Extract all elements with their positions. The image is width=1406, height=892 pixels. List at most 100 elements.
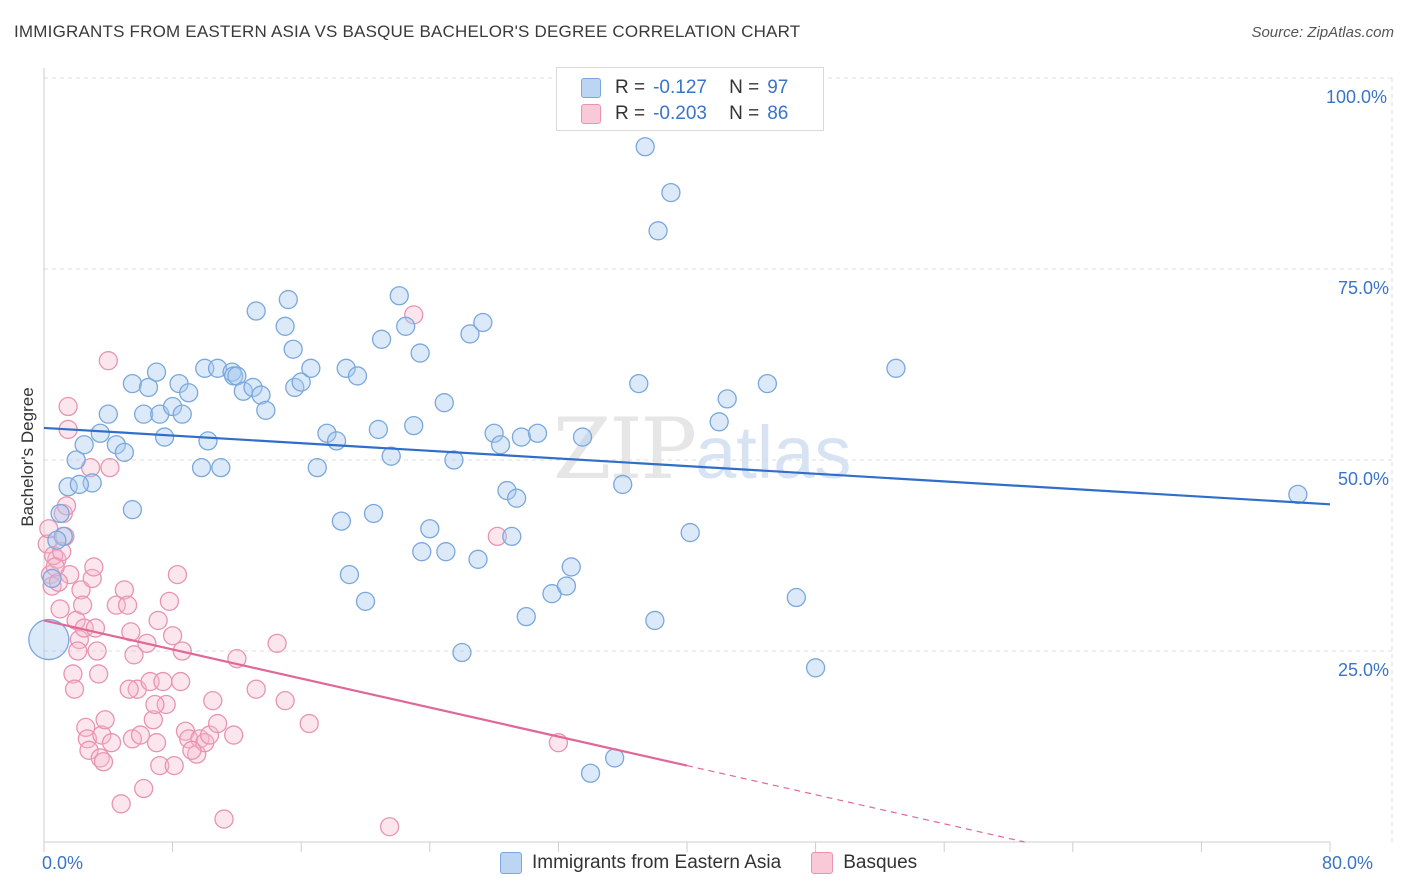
eastern-asia-point (648, 221, 668, 241)
eastern-asia-trend-line (43, 426, 1331, 506)
eastern-asia-point (389, 286, 409, 306)
eastern-asia-point (207, 358, 228, 378)
chart-source: Source: ZipAtlas.com (1251, 24, 1394, 41)
eastern-asia-point (490, 435, 511, 455)
legend-r-value: -0.203 (653, 103, 707, 124)
eastern-asia-point (98, 404, 118, 424)
eastern-asia-point (251, 385, 271, 405)
eastern-asia-point (42, 568, 62, 589)
basques-point (143, 710, 163, 730)
eastern-asia-point (381, 446, 401, 466)
legend-r-value: -0.127 (653, 77, 707, 98)
basques-point (95, 710, 115, 730)
basques-point (130, 725, 151, 745)
eastern-asia-point (527, 423, 548, 443)
eastern-asia-point (709, 412, 729, 432)
eastern-asia-point (283, 339, 303, 359)
eastern-asia-point (1288, 484, 1308, 505)
legend-n-value: 97 (767, 77, 789, 98)
eastern-asia-point (275, 316, 295, 336)
basques-point (207, 713, 228, 734)
watermark: ZIPatlas (553, 400, 851, 498)
legend-r-label: R = (615, 103, 646, 124)
eastern-asia-point (410, 343, 430, 363)
eastern-asia-point (484, 423, 504, 443)
axes (43, 68, 1331, 852)
trend-lines (43, 426, 1331, 843)
basques-point (156, 694, 176, 715)
eastern-asia-point (805, 658, 826, 678)
eastern-asia-point (336, 358, 356, 378)
bottom-legend-swatch-pink (811, 852, 834, 874)
eastern-asia-point (473, 312, 493, 333)
eastern-asia-point (661, 182, 681, 203)
basques-point (145, 694, 165, 715)
eastern-asia-point (572, 427, 593, 447)
eastern-asia-point (506, 488, 527, 508)
eastern-asia-point (460, 324, 480, 344)
bottom-legend-eastern-asia: Immigrants from Eastern Asia (500, 852, 781, 874)
basques-point (89, 664, 109, 684)
basques-point (167, 564, 188, 585)
basques-point (267, 633, 287, 654)
eastern-asia-point (468, 549, 488, 569)
eastern-asia-point (301, 358, 321, 378)
eastern-asia-point (680, 522, 700, 543)
legend-n-label: N = (729, 77, 760, 98)
basques-point (117, 595, 138, 615)
basques-trend-line-dashed (686, 765, 1025, 843)
eastern-asia-point (243, 377, 263, 398)
eastern-asia-point (162, 396, 183, 417)
eastern-asia-point (516, 606, 536, 627)
eastern-asia-point (363, 503, 384, 524)
eastern-asia-point (396, 316, 416, 336)
eastern-asia-point (444, 450, 464, 470)
basques-point (64, 679, 85, 699)
basques-point (246, 679, 266, 699)
eastern-asia-point (502, 526, 522, 547)
basques-point (275, 691, 295, 711)
basques-point (98, 351, 118, 371)
eastern-asia-point (645, 610, 665, 631)
basques-point (179, 729, 199, 749)
eastern-asia-point (90, 423, 110, 443)
eastern-asia-point (556, 576, 577, 596)
eastern-asia-point (786, 587, 806, 608)
basques-point (84, 557, 104, 577)
y-axis-label: Bachelor's Degree (18, 387, 37, 527)
eastern-asia-point (331, 511, 352, 531)
eastern-asia-point (404, 415, 424, 436)
eastern-asia-point (47, 530, 67, 550)
watermark-zip: ZIP (553, 400, 697, 498)
x-axis-min-label: 0.0% (42, 853, 84, 873)
eastern-asia-point (28, 618, 70, 661)
basques-point (93, 752, 114, 772)
bottom-legend-swatch-blue (500, 852, 522, 874)
eastern-asia-point (211, 457, 231, 478)
eastern-asia-point (246, 301, 266, 321)
bottom-legend-label-basques: Basques (843, 852, 918, 873)
basques-point (487, 526, 507, 547)
eastern-asia-point (886, 358, 906, 378)
eastern-asia-point (561, 557, 581, 577)
eastern-asia-point (757, 373, 778, 394)
basques-point (92, 725, 112, 745)
legend-n-value: 86 (767, 103, 789, 124)
basques-point (68, 641, 88, 661)
eastern-asia-point (326, 431, 347, 451)
eastern-asia-point (511, 427, 532, 447)
eastern-asia-point (138, 377, 159, 398)
legend-r-label: R = (615, 77, 646, 98)
eastern-asia-point (122, 500, 143, 520)
legend-swatch-pink (581, 104, 601, 124)
bottom-legend-basques: Basques (811, 852, 917, 874)
basques-point (146, 733, 167, 753)
basques-point (379, 817, 400, 837)
basques-point (101, 733, 122, 753)
basques-point (119, 679, 139, 699)
basques-point (214, 809, 234, 829)
eastern-asia-point (355, 591, 376, 611)
eastern-asia-point (291, 372, 311, 392)
eastern-asia-point (66, 450, 86, 470)
bottom-legend-label-eastern-asia: Immigrants from Eastern Asia (532, 852, 782, 873)
